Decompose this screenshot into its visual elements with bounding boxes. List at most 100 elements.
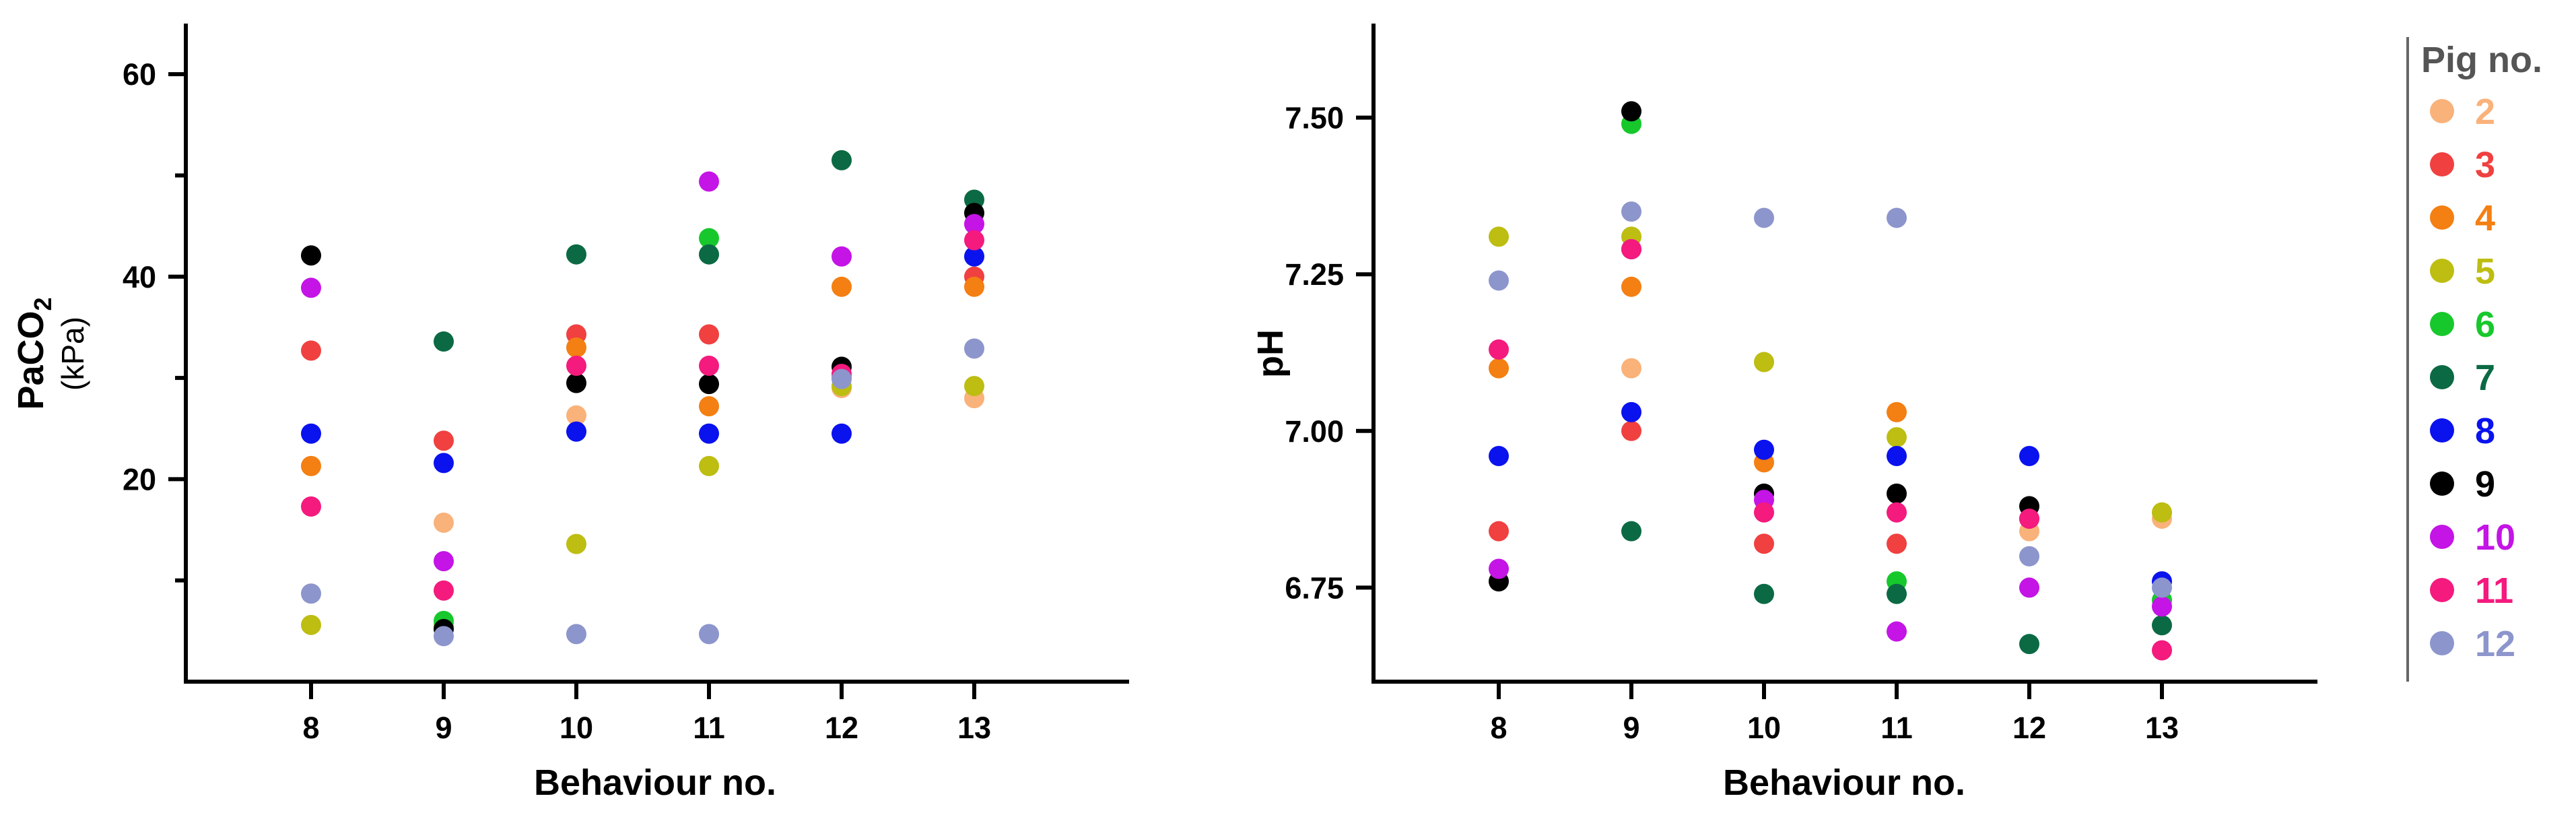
paco2-point-pig-6 [699,228,719,249]
paco2-point-pig-8 [964,246,984,267]
legend-marker-pig-10 [2430,525,2454,549]
legend-marker-pig-3 [2430,152,2454,176]
paco2-point-pig-8 [832,423,852,444]
paco2-point-pig-7 [699,244,719,265]
paco2-point-pig-7 [566,244,586,265]
ph-point-pig-11 [1621,238,1641,259]
paco2-point-pig-11 [964,230,984,251]
ph-point-pig-12 [1489,270,1509,291]
legend-items: 2 3 4 5 6 7 8 9 10 11 12 [2430,92,2515,664]
paco2-point-pig-12 [832,368,852,389]
legend-label-pig-4: 4 [2475,198,2495,238]
paco2-point-pig-10 [301,278,321,298]
legend-title: Pig no. [2421,40,2542,80]
ph-point-pig-4 [1887,401,1907,422]
paco2-x-axis-title: Behaviour no. [534,762,776,803]
ph-x-axis-title: Behaviour no. [1723,762,1965,803]
legend-marker-pig-6 [2430,312,2454,336]
legend-label-pig-5: 5 [2475,251,2495,292]
ph-point-pig-10 [2152,596,2172,617]
ph-point-pig-8 [1754,439,1774,460]
ph-point-pig-3 [1887,533,1907,554]
paco2-x-tick-label: 12 [825,711,858,745]
ph-point-pig-7 [1754,583,1774,604]
ph-x-tick-label: 13 [2145,711,2179,745]
ph-x-tick-label: 10 [1747,711,1781,745]
paco2-point-pig-4 [566,337,586,358]
ph-point-pig-8 [1489,446,1509,467]
ph-chart: 6.75 7.00 7.25 7.50 8 9 10 11 12 13 Behaviour no.… [1250,24,2317,803]
paco2-point-pig-5 [566,533,586,554]
ph-point-pig-5 [1754,352,1774,372]
legend-marker-pig-11 [2430,578,2454,602]
ph-point-pig-3 [1754,533,1774,554]
legend-label-pig-2: 2 [2475,92,2495,132]
paco2-y-axis-title-subscript: 2 [29,297,57,311]
paco2-y-tick-label: 40 [123,260,156,294]
ph-y-axis-title-group: pH [1250,329,1291,378]
legend-marker-pig-4 [2430,205,2454,230]
ph-point-pig-10 [1489,558,1509,579]
paco2-y-axis-title-main: PaCO [11,311,51,410]
paco2-point-pig-8 [434,453,454,474]
paco2-point-pig-4 [832,276,852,297]
paco2-point-pig-4 [964,276,984,297]
paco2-y-axis-title-group: PaCO2 [11,297,57,410]
ph-point-pig-4 [1489,358,1509,379]
ph-point-pig-12 [1621,201,1641,222]
paco2-point-pig-12 [964,338,984,359]
paco2-point-pig-8 [699,423,719,444]
paco2-point-pig-9 [566,372,586,393]
ph-point-pig-12 [1887,207,1907,228]
ph-point-pig-12 [2152,577,2172,598]
ph-y-tick-label: 6.75 [1285,571,1344,605]
legend-marker-pig-5 [2430,259,2454,283]
ph-point-pig-11 [1887,502,1907,523]
paco2-point-pig-12 [699,624,719,645]
ph-point-pig-8 [1887,446,1907,467]
ph-point-pig-11 [2152,640,2172,661]
paco2-point-pig-5 [699,455,719,476]
paco2-point-pig-11 [301,496,321,517]
ph-point-pig-12 [1754,207,1774,228]
paco2-point-pig-12 [301,583,321,604]
paco2-point-pig-2 [566,405,586,426]
paco2-point-pig-9 [301,245,321,266]
ph-points [1489,101,2172,661]
legend-label-pig-8: 8 [2475,411,2495,451]
ph-x-tick-label: 8 [1490,711,1507,745]
legend-marker-pig-2 [2430,99,2454,123]
legend-label-pig-11: 11 [2475,571,2513,611]
legend-label-pig-9: 9 [2475,464,2495,505]
ph-y-axis-title: pH [1250,329,1291,378]
ph-point-pig-11 [2019,509,2039,529]
legend-label-pig-12: 12 [2475,624,2515,664]
paco2-point-pig-10 [964,214,984,234]
ph-y-tick-label: 7.25 [1285,257,1344,292]
legend-label-pig-10: 10 [2475,517,2515,558]
legend-label-pig-6: 6 [2475,304,2495,345]
paco2-axes [184,24,1129,684]
ph-point-pig-10 [1887,621,1907,642]
ph-y-tick-label: 7.00 [1285,414,1344,449]
paco2-point-pig-5 [301,614,321,635]
paco2-point-pig-11 [566,356,586,377]
paco2-point-pig-11 [699,356,719,377]
legend-label-pig-3: 3 [2475,145,2495,185]
ph-point-pig-3 [1489,521,1509,542]
paco2-point-pig-5 [964,376,984,397]
paco2-y-axis-title: PaCO2 [11,297,57,410]
ph-point-pig-5 [1489,226,1509,247]
paco2-y-tick-label: 20 [123,462,156,496]
paco2-point-pig-10 [832,246,852,267]
ph-point-pig-12 [2019,546,2039,566]
paco2-point-pig-10 [434,551,454,572]
paco2-point-pig-9 [699,374,719,395]
legend-marker-pig-9 [2430,471,2454,496]
legend-marker-pig-12 [2430,631,2454,655]
ph-point-pig-9 [1621,101,1641,122]
ph-point-pig-9 [1887,483,1907,504]
paco2-point-pig-3 [301,340,321,361]
ph-x-tick-label: 9 [1623,711,1639,745]
ph-y-tick-label: 7.50 [1285,101,1344,135]
